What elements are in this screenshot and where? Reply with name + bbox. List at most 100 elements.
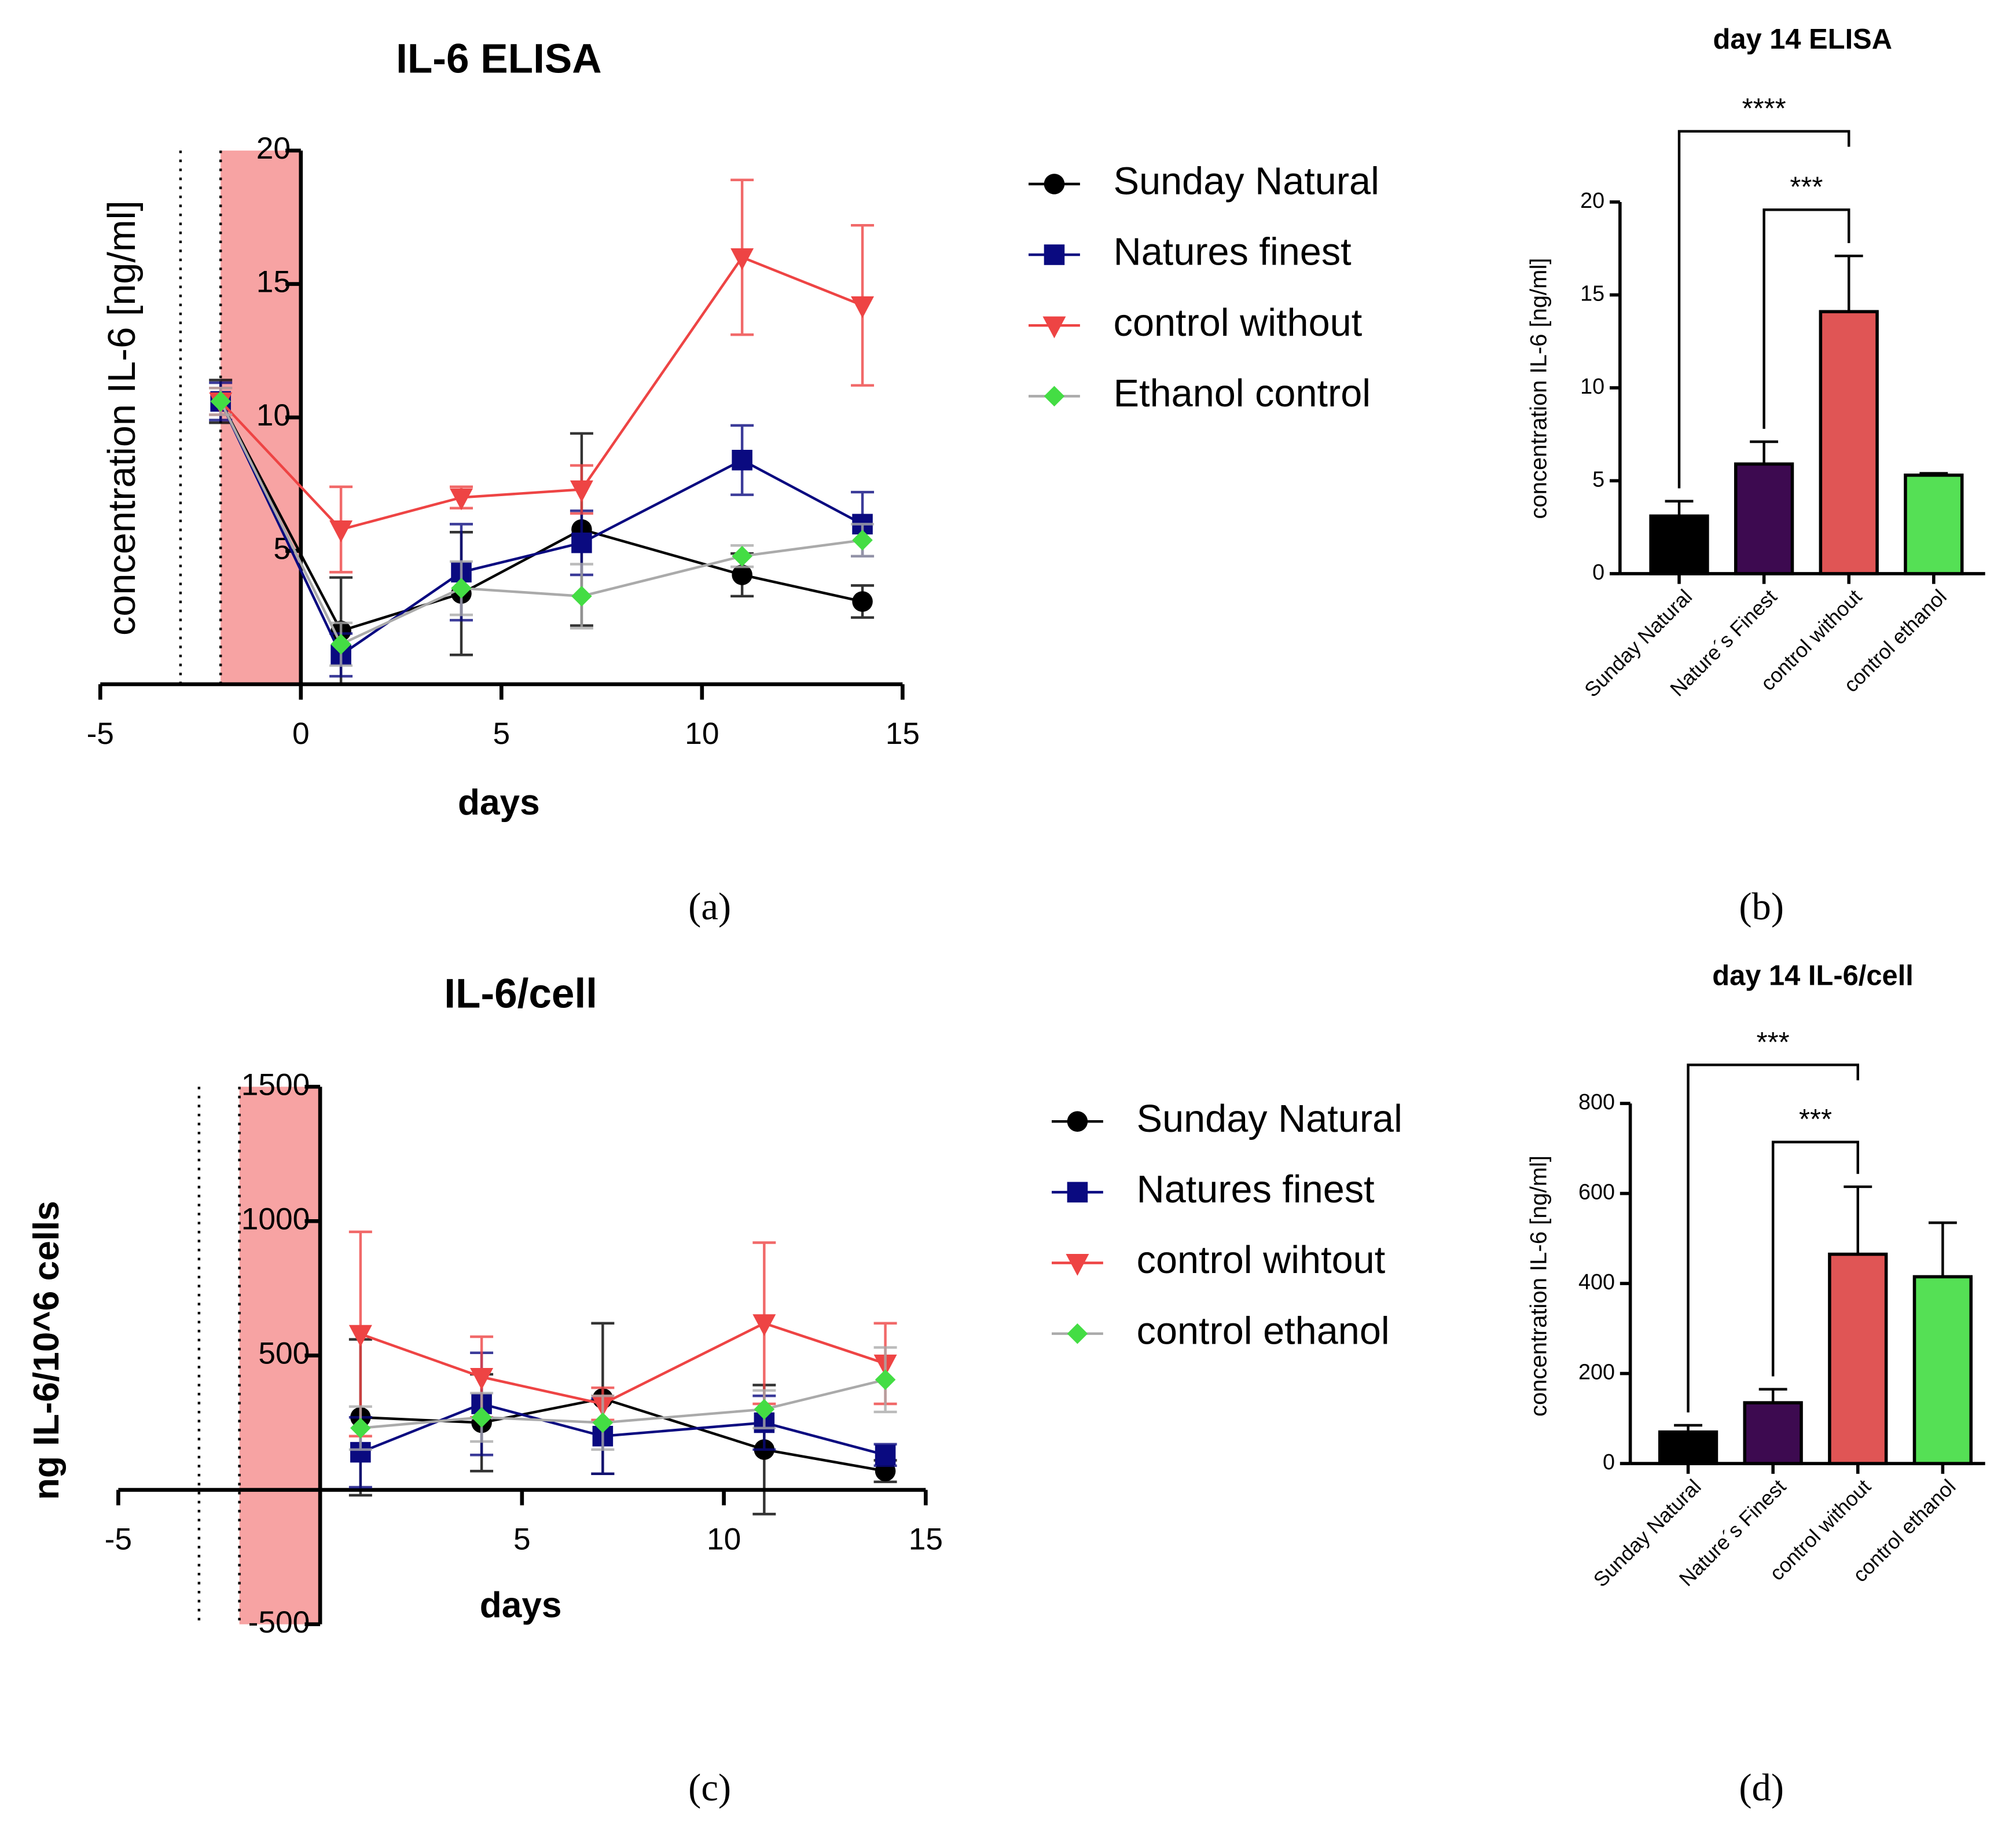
legend-marker (1067, 1111, 1088, 1132)
legend-marker (1044, 386, 1065, 407)
chart-title: day 14 IL-6/cell (1712, 960, 1914, 991)
x-tick-label: 5 (513, 1523, 531, 1557)
chart-title: IL-6 ELISA (396, 36, 601, 82)
x-tick-label: 15 (909, 1523, 943, 1557)
marker (875, 1444, 896, 1466)
legend-label: Ethanol control (1114, 372, 1371, 415)
series-line (219, 401, 863, 633)
marker (592, 1412, 614, 1433)
panel-label: (d) (1739, 1767, 1784, 1809)
bar (1904, 474, 1964, 575)
x-axis-label: days (480, 1585, 562, 1625)
series-line (360, 1402, 886, 1457)
y-tick-label: 5 (1592, 467, 1604, 491)
series-line (219, 255, 863, 531)
marker (329, 520, 353, 542)
y-tick-label: 1000 (241, 1202, 310, 1236)
y-tick-label: 20 (1580, 189, 1604, 213)
marker (571, 532, 592, 553)
legend-marker (1067, 1323, 1088, 1344)
bar (1819, 310, 1879, 575)
y-tick-label: 1500 (241, 1068, 310, 1102)
x-tick-label: -5 (105, 1523, 132, 1557)
y-axis-label: ng IL-6/10^6 cells (27, 1201, 67, 1500)
panel-label: (a) (688, 886, 731, 928)
legend-marker (1044, 174, 1065, 195)
significance-bracket (1762, 208, 1850, 429)
y-tick-label: 800 (1578, 1090, 1615, 1114)
y-tick-label: 15 (256, 265, 291, 299)
legend-marker (1066, 1253, 1089, 1276)
legend-marker (1067, 1182, 1088, 1203)
bar-chart: 0 200 400 600 800 day 14 IL-6/cell concentrati… (1526, 960, 1985, 1591)
x-tick-label: 5 (493, 717, 510, 751)
marker (875, 1369, 896, 1391)
chart-title: IL-6/cell (444, 971, 597, 1017)
bar-chart: 0 5 10 15 20 day 14 ELISA concentration IL-6 [… (1526, 24, 1985, 702)
marker (732, 545, 752, 567)
x-tick-label: 10 (707, 1523, 741, 1557)
marker (570, 480, 593, 502)
y-tick-label: 10 (256, 398, 291, 432)
y-tick-label: 0 (1592, 560, 1604, 585)
marker (730, 248, 754, 270)
significance-bracket (1771, 1140, 1860, 1377)
y-tick-label: 20 (256, 131, 291, 166)
bar (1828, 1252, 1888, 1465)
legend-label: control without (1114, 302, 1363, 344)
marker (852, 591, 873, 612)
marker (470, 1368, 494, 1390)
marker (451, 578, 472, 599)
x-tick-label: 10 (685, 717, 719, 751)
marker (754, 1399, 775, 1420)
x-tick-label: -5 (87, 717, 114, 751)
y-tick-label: -500 (248, 1605, 310, 1639)
legend-marker (1044, 244, 1065, 265)
y-tick-label: 0 (1603, 1450, 1615, 1474)
legend-label: Natures finest (1137, 1168, 1375, 1211)
line-chart: -5 5 10 15 -500 500 1000 1500 IL-6/cell days ng IL… (27, 971, 1402, 1639)
x-axis-label: days (458, 783, 540, 823)
bar (1658, 1430, 1718, 1465)
legend-label: Sunday Natural (1137, 1098, 1402, 1140)
y-tick-label: 10 (1580, 375, 1604, 399)
x-tick-label: 15 (886, 717, 920, 751)
legend-label: Natures finest (1114, 231, 1352, 274)
bar (1649, 514, 1709, 575)
chart-title: day 14 ELISA (1713, 24, 1892, 55)
y-tick-label: 400 (1578, 1270, 1615, 1294)
y-axis-label: concentration IL-6 [ng/ml] (1526, 258, 1552, 519)
bar (1912, 1275, 1973, 1465)
series-line (219, 401, 864, 657)
y-tick-label: 500 (258, 1337, 310, 1371)
y-tick-label: 600 (1578, 1180, 1615, 1205)
y-tick-label: 200 (1578, 1360, 1615, 1385)
x-tick-label: 0 (292, 717, 310, 751)
marker (732, 450, 752, 471)
significance-bracket (1677, 130, 1850, 489)
bar (1734, 462, 1794, 575)
y-tick-label: 15 (1580, 281, 1604, 306)
legend-marker (1042, 316, 1066, 339)
significance-label: *** (1757, 1027, 1790, 1058)
series-line (219, 401, 863, 646)
series-line (360, 1322, 886, 1406)
panel-label: (c) (688, 1767, 731, 1809)
significance-label: *** (1799, 1104, 1832, 1135)
significance-label: *** (1790, 172, 1823, 203)
marker (348, 1325, 372, 1347)
y-axis-label: concentration IL-6 [ng/ml] (1526, 1156, 1552, 1417)
significance-label: **** (1742, 93, 1786, 124)
marker (331, 634, 351, 655)
marker (450, 488, 473, 511)
significance-bracket (1687, 1063, 1860, 1413)
marker (852, 530, 873, 551)
legend-label: control ethanol (1137, 1310, 1390, 1352)
marker (571, 586, 592, 607)
y-axis-label: concentration IL-6 [ng/ml] (101, 200, 144, 636)
marker (732, 564, 752, 585)
marker (752, 1314, 776, 1336)
